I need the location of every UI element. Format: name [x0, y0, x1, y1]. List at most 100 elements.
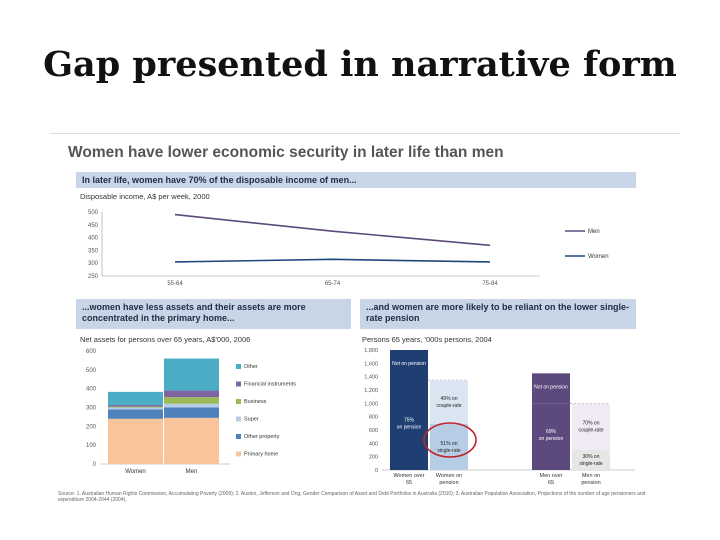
bar-segment-primary-home: [108, 418, 163, 464]
y-tick-label: 1,000: [364, 401, 378, 407]
y-tick-label: 300: [88, 261, 99, 267]
data-label: couple-rate: [578, 428, 603, 434]
data-label: single-rate: [579, 461, 603, 467]
y-tick-label: 1,200: [364, 388, 378, 394]
x-tick-label: 65: [406, 480, 412, 486]
y-tick-label: 250: [88, 274, 99, 280]
income-subtitle: Disposable income, A$ per week, 2000: [80, 192, 210, 201]
assets-banner: ...women have less assets and their asse…: [76, 299, 351, 329]
bar-segment-other-property: [108, 409, 163, 419]
legend-label: Other: [244, 364, 258, 370]
bar-segment-business: [164, 397, 219, 404]
pension-banner: ...and women are more likely to be relia…: [360, 299, 636, 329]
source-note: Source: 1. Australian Human Rights Commi…: [58, 491, 646, 503]
bar-segment: [390, 350, 428, 380]
x-tick-label: 65: [548, 480, 554, 486]
legend-label: Super: [244, 417, 259, 423]
bar-segment: [572, 403, 610, 450]
x-tick-label: Men: [186, 469, 198, 475]
data-label: 69%: [546, 429, 557, 435]
data-label: on pension: [397, 425, 422, 431]
x-tick-label: 75-84: [482, 281, 498, 287]
y-tick-label: 200: [369, 455, 378, 461]
bar-segment-super: [164, 403, 219, 408]
y-tick-label: 100: [86, 443, 97, 449]
y-tick-label: 600: [369, 428, 378, 434]
bar-segment: [532, 373, 570, 404]
bar-segment: [430, 424, 468, 470]
bar-segment: [572, 450, 610, 470]
panel-heading: Women have lower economic security in la…: [68, 144, 504, 161]
infographic-panel: Women have lower economic security in la…: [50, 133, 680, 508]
data-label: 75%: [404, 418, 415, 424]
bar-segment-financial-instruments: [108, 405, 163, 407]
x-tick-label: 55-64: [167, 281, 183, 287]
x-tick-label: pension: [581, 480, 600, 486]
bar-segment-financial-instruments: [164, 390, 219, 398]
data-label: couple-rate: [436, 403, 461, 409]
x-tick-label: Men on: [582, 473, 600, 479]
y-tick-label: 200: [86, 424, 97, 430]
legend-swatch: [236, 364, 241, 369]
data-label: single-rate: [437, 448, 461, 454]
y-tick-label: 400: [369, 441, 378, 447]
bar-segment-business: [108, 406, 163, 408]
y-tick-label: 1,600: [364, 361, 378, 367]
x-tick-label: Men over: [540, 473, 563, 479]
y-tick-label: 500: [88, 210, 99, 216]
y-tick-label: 300: [86, 406, 97, 412]
data-label: 49% on: [441, 396, 458, 402]
bar-segment: [430, 380, 468, 424]
data-label: Not on pension: [534, 384, 568, 390]
bar-segment-other: [108, 391, 163, 406]
legend-swatch: [236, 399, 241, 404]
bar-segment-primary-home: [164, 417, 219, 464]
x-tick-label: pension: [439, 480, 458, 486]
legend-swatch: [236, 434, 241, 439]
y-tick-label: 0: [375, 468, 378, 474]
legend-label: Financial instruments: [244, 382, 296, 388]
data-label: Not on pension: [392, 361, 426, 367]
legend-swatch: [236, 416, 241, 422]
bar-segment-super: [108, 407, 163, 410]
legend-label: Men: [588, 229, 600, 235]
data-label: 30% on: [583, 454, 600, 460]
y-tick-label: 600: [86, 349, 97, 355]
pension-bar-chart: 0 200 400 600 800 1,000 1,200 1,400 1,600 1,800 75…: [364, 348, 635, 486]
series-line-men: [174, 213, 491, 247]
y-tick-label: 500: [86, 368, 97, 374]
bar-segment-other: [164, 358, 219, 391]
assets-bar-chart: 0 100 200 300 400 500 600 Women Men Other Financia…: [86, 349, 296, 475]
income-line-chart: 250 300 350 400 450 500 55-64 65-74 75-84 Men Wome…: [88, 210, 609, 287]
data-label: 51% on: [441, 441, 458, 447]
legend-swatch: [236, 451, 241, 457]
bar-segment: [532, 403, 570, 470]
x-tick-label: Women: [125, 469, 146, 475]
data-label: 70% on: [583, 421, 600, 427]
legend-label: Primary home: [244, 452, 278, 458]
y-tick-label: 450: [88, 223, 99, 229]
legend-swatch: [236, 381, 241, 387]
slide-title: Gap presented in narrative form: [43, 44, 677, 85]
assets-subtitle: Net assets for persons over 65 years, A$…: [80, 335, 251, 344]
x-tick-label: Women on: [436, 473, 463, 479]
y-tick-label: 400: [86, 387, 97, 393]
data-label: on pension: [539, 436, 564, 442]
highlight-ellipse: [423, 422, 477, 458]
legend-label: Women: [588, 254, 609, 260]
income-banner: In later life, women have 70% of the dis…: [76, 172, 636, 188]
x-tick-label: Women over: [393, 473, 424, 479]
bar-segment-other-property: [164, 407, 219, 418]
x-tick-label: 65-74: [325, 281, 341, 287]
y-tick-label: 800: [369, 415, 378, 421]
bar-segment: [390, 380, 428, 470]
y-tick-label: 1,800: [364, 348, 378, 354]
series-line-women: [174, 258, 491, 263]
y-tick-label: 400: [88, 236, 99, 242]
legend-label: Other property: [244, 434, 280, 440]
y-tick-label: 1,400: [364, 375, 378, 381]
legend-label: Business: [244, 399, 267, 405]
y-tick-label: 0: [93, 462, 97, 468]
pension-subtitle: Persons 65 years, '000s persons, 2004: [362, 335, 492, 344]
y-tick-label: 350: [88, 248, 99, 254]
